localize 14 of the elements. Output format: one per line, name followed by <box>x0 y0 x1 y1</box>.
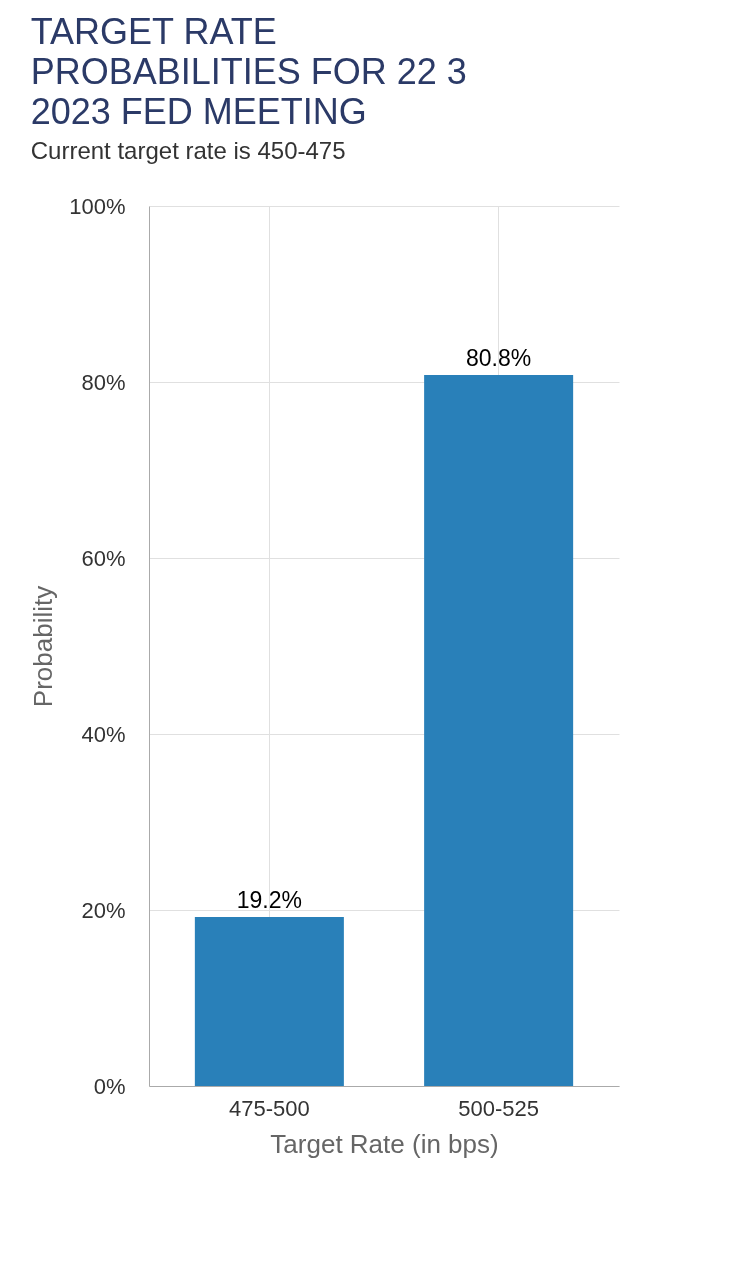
y-tick-label: 20% <box>81 897 126 923</box>
y-tick-label: 60% <box>81 545 126 571</box>
data-label: 19.2% <box>236 887 302 914</box>
chart-title: TARGET RATE PROBABILITIES FOR 22 3 2023 FED MEETING <box>30 11 467 132</box>
data-label: 80.8% <box>466 344 532 371</box>
y-tick-label: 0% <box>93 1073 126 1099</box>
x-axis-title: Target Rate (in bps) <box>270 1128 499 1159</box>
y-tick-label: 100% <box>69 193 126 219</box>
y-tick-label: 40% <box>81 721 126 747</box>
y-axis-title: Probability <box>28 585 59 708</box>
x-tick-label: 500-525 <box>458 1095 540 1121</box>
y-tick-label: 80% <box>81 369 126 395</box>
chart-subtitle: Current target rate is 450-475 <box>30 137 346 164</box>
x-tick-label: 475-500 <box>228 1095 310 1121</box>
